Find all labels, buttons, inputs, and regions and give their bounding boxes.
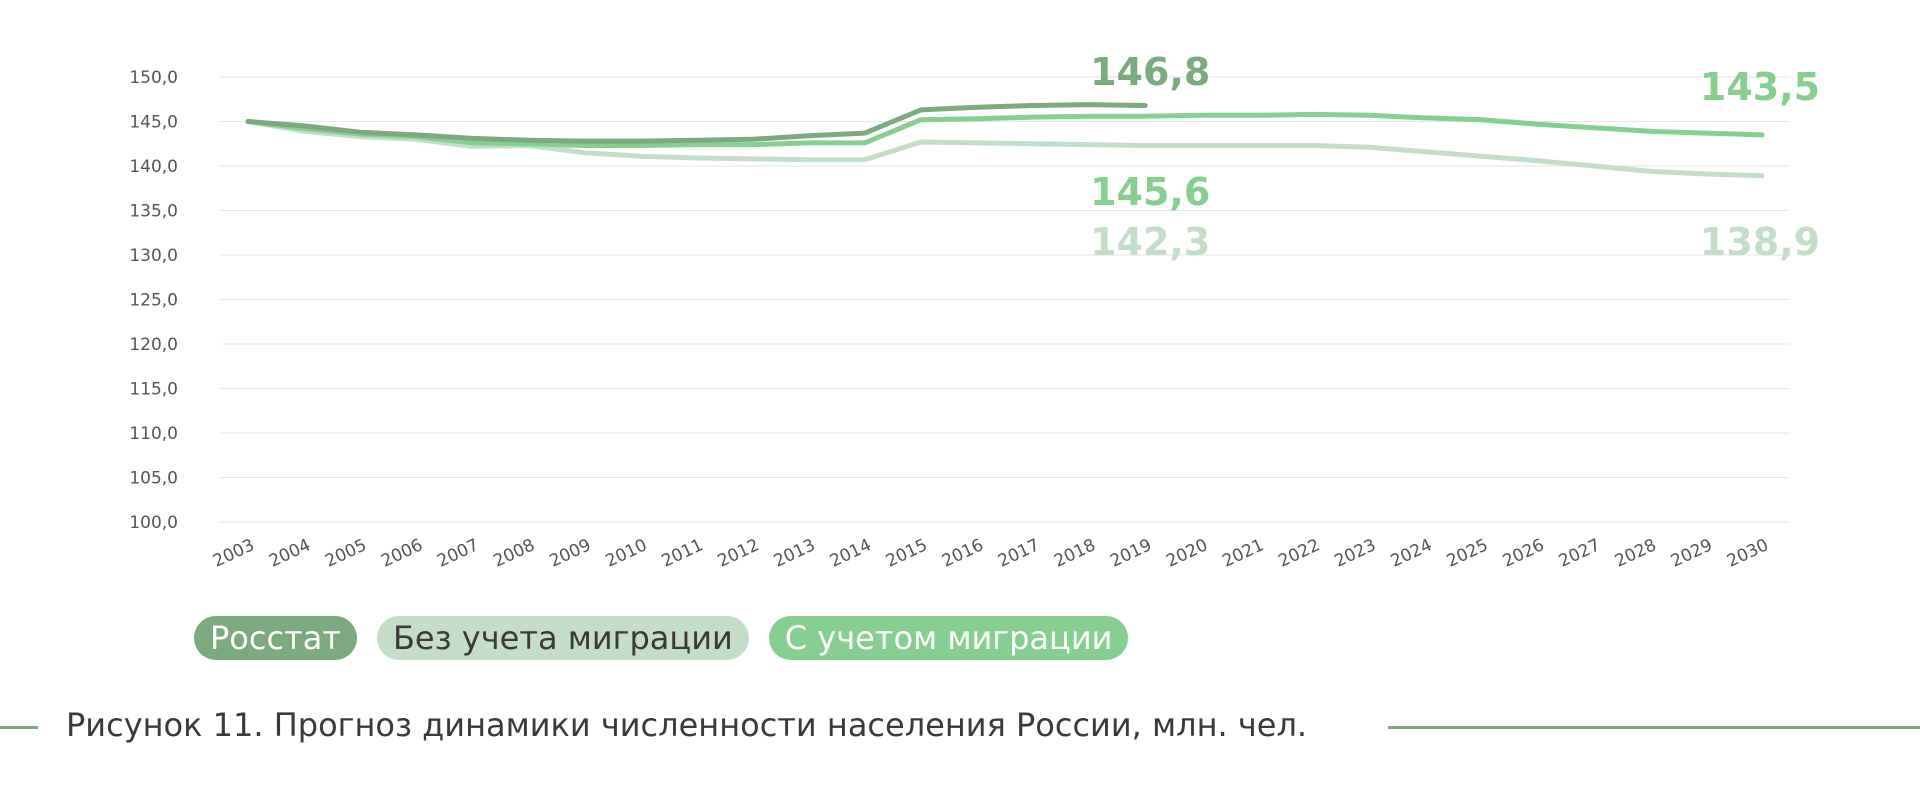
value-annotation: 143,5 [1700,65,1820,109]
y-tick-label: 120,0 [129,335,178,355]
x-tick-label: 2014 [827,535,875,571]
legend: Росстат Без учета миграции С учетом мигр… [194,616,1129,660]
x-tick-label: 2019 [1107,535,1155,571]
y-tick-label: 135,0 [129,202,178,222]
x-tick-label: 2026 [1500,535,1548,571]
y-tick-label: 145,0 [129,113,178,133]
caption-divider-left [0,726,38,729]
y-tick-label: 140,0 [129,157,178,177]
series-line [245,111,1765,148]
caption-divider-right [1388,726,1920,729]
x-tick-label: 2004 [266,535,314,571]
x-tick-label: 2008 [490,535,538,571]
x-tick-label: 2015 [883,535,931,571]
series-line [245,119,1765,179]
y-tick-label: 100,0 [129,513,178,533]
legend-item-rosstat: Росстат [194,616,357,660]
x-tick-label: 2030 [1724,535,1772,571]
x-tick-label: 2022 [1275,535,1323,571]
x-tick-label: 2025 [1444,535,1492,571]
x-tick-label: 2003 [210,535,258,571]
x-tick-label: 2017 [995,535,1043,571]
x-tick-label: 2028 [1612,535,1660,571]
y-tick-label: 105,0 [129,469,178,489]
y-tick-label: 115,0 [129,380,178,400]
value-annotation: 145,6 [1090,170,1210,214]
series-line [245,102,1148,144]
x-tick-label: 2013 [771,535,819,571]
x-tick-label: 2007 [434,535,482,571]
value-annotations: 146,8 145,6 142,3 143,5 138,9 [1090,50,1820,264]
value-annotation: 138,9 [1700,220,1820,264]
y-axis-ticks: 100,0 105,0 110,0 115,0 120,0 125,0 130,0 135,0… [129,68,178,533]
x-tick-label: 2021 [1219,535,1267,571]
x-tick-label: 2023 [1332,535,1380,571]
y-tick-label: 125,0 [129,291,178,311]
x-tick-label: 2012 [715,535,763,571]
y-tick-label: 130,0 [129,246,178,266]
figure-caption-row: Рисунок 11. Прогноз динамики численности… [0,700,1920,754]
x-axis-ticks: 2003 2004 2005 2006 2007 2008 2009 2010 2011 2012… [210,535,1772,571]
x-tick-label: 2009 [546,535,594,571]
series-lines [245,102,1765,179]
x-tick-label: 2029 [1668,535,1716,571]
legend-item-with-migration: С учетом миграции [768,616,1129,660]
x-tick-label: 2011 [659,535,707,571]
value-annotation: 142,3 [1090,220,1210,264]
x-tick-label: 2018 [1051,535,1099,571]
value-annotation: 146,8 [1090,50,1210,94]
x-tick-label: 2027 [1556,535,1604,571]
y-tick-label: 110,0 [129,424,178,444]
x-tick-label: 2024 [1388,535,1436,571]
x-tick-label: 2016 [939,535,987,571]
x-tick-label: 2020 [1163,535,1211,571]
x-tick-label: 2005 [322,535,370,571]
y-tick-label: 150,0 [129,68,178,88]
x-tick-label: 2006 [378,535,426,571]
legend-item-no-migration: Без учета миграции [376,616,749,660]
x-tick-label: 2010 [603,535,651,571]
figure-caption: Рисунок 11. Прогноз динамики численности… [66,706,1308,744]
population-line-chart: 100,0 105,0 110,0 115,0 120,0 125,0 130,0 135,0… [129,50,1820,572]
